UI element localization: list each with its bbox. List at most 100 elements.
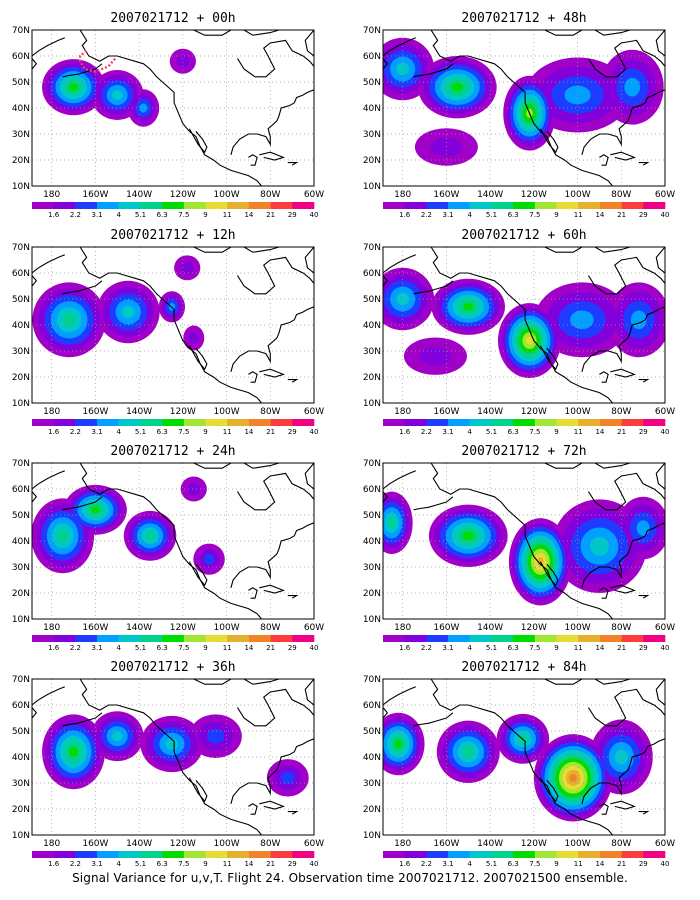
latitude-label: 10N xyxy=(12,399,30,409)
map-frame xyxy=(382,678,666,836)
coastline xyxy=(193,30,232,36)
colorbar-swatch xyxy=(643,635,666,642)
latitude-label: 60N xyxy=(12,52,30,62)
longitude-label: 60W xyxy=(655,190,675,200)
coastline xyxy=(62,280,103,295)
map-frame xyxy=(382,29,666,187)
panel-title: 2007021712 + 48h xyxy=(461,11,586,26)
colorbar-label: 40 xyxy=(310,211,319,219)
colorbar-label: 2.2 xyxy=(421,644,432,652)
colorbar-label: 6.3 xyxy=(157,428,168,436)
latitude-label: 50N xyxy=(363,78,381,88)
colorbar-label: 11 xyxy=(574,428,583,436)
coastline xyxy=(188,345,208,371)
coastline xyxy=(287,162,299,166)
variance-contour xyxy=(165,738,179,750)
colorbar-label: 1.6 xyxy=(399,644,411,652)
coastline xyxy=(248,803,258,815)
colorbar-swatch xyxy=(183,851,206,858)
latitude-label: 30N xyxy=(12,130,30,140)
colorbar-label: 9 xyxy=(203,211,207,219)
colorbar-swatch xyxy=(97,851,120,858)
colorbar-label: 4 xyxy=(117,428,122,436)
coastline xyxy=(610,368,637,378)
longitude-label: 120W xyxy=(521,407,547,417)
coastline xyxy=(32,58,38,70)
colorbar-label: 21 xyxy=(617,860,626,868)
colorbar-swatch xyxy=(643,851,666,858)
longitude-label: 60W xyxy=(655,623,675,633)
colorbar-swatch xyxy=(404,635,427,642)
coastlines xyxy=(383,679,665,835)
colorbar-label: 29 xyxy=(639,644,648,652)
colorbar-label: 21 xyxy=(266,211,275,219)
coastline xyxy=(237,256,314,295)
colorbar-swatch xyxy=(97,635,120,642)
colorbar-label: 5.1 xyxy=(135,428,146,436)
coastline xyxy=(588,688,665,727)
colorbar-label: 40 xyxy=(661,644,670,652)
colorbar-swatch xyxy=(448,202,471,209)
colorbar-swatch xyxy=(578,851,601,858)
coastline xyxy=(588,39,665,78)
variance-contour xyxy=(63,313,76,327)
coastline xyxy=(544,30,583,36)
colorbar: 1.6 2.2 3.1 4 5.1 6.3 7.5 9 11 14 21 29 40 xyxy=(383,202,669,219)
coastline xyxy=(655,247,665,274)
colorbar-swatch xyxy=(534,202,557,209)
longitude-label: 160W xyxy=(82,623,108,633)
latitude-label: 40N xyxy=(12,753,30,763)
latitude-label: 20N xyxy=(363,156,381,166)
latitude-label: 10N xyxy=(363,615,381,625)
colorbar-swatch xyxy=(426,419,449,426)
coastline xyxy=(594,247,631,253)
longitude-label: 180 xyxy=(43,839,60,849)
coastlines xyxy=(383,247,665,403)
colorbar: 1.6 2.2 3.1 4 5.1 6.3 7.5 9 11 14 21 29 40 xyxy=(32,851,318,868)
coastline xyxy=(383,58,389,70)
coastline xyxy=(539,777,559,803)
longitude-label: 120W xyxy=(521,839,547,849)
colorbar-label: 7.5 xyxy=(529,644,540,652)
colorbar-label: 29 xyxy=(288,211,297,219)
latitude-label: 60N xyxy=(363,52,381,62)
variance-contour xyxy=(280,771,295,785)
colorbar-swatch xyxy=(621,202,644,209)
coastline xyxy=(32,491,38,503)
coastline xyxy=(237,472,314,511)
colorbar-swatch xyxy=(53,419,76,426)
longitude-label: 160W xyxy=(433,190,459,200)
colorbar-label: 1.6 xyxy=(399,860,411,868)
colorbar-swatch xyxy=(75,202,98,209)
graticule xyxy=(383,463,665,619)
coastline xyxy=(638,162,650,166)
colorbar-swatch xyxy=(227,202,250,209)
map-frame xyxy=(31,678,315,836)
coastline xyxy=(188,777,208,803)
coastline xyxy=(287,811,299,815)
latitude-label: 50N xyxy=(12,727,30,737)
colorbar-label: 2.2 xyxy=(421,860,432,868)
coastline xyxy=(413,280,454,295)
colorbar-swatch xyxy=(513,851,536,858)
longitude-label: 180 xyxy=(394,623,411,633)
coastline xyxy=(430,247,614,403)
latitude-label: 70N xyxy=(363,459,381,469)
coastline xyxy=(62,496,103,511)
longitude-label: 120W xyxy=(521,623,547,633)
latitude-label: 40N xyxy=(12,321,30,331)
colorbar-label: 11 xyxy=(574,211,583,219)
colorbar-label: 40 xyxy=(661,428,670,436)
colorbar-label: 6.3 xyxy=(157,860,168,868)
colorbar-swatch xyxy=(205,202,228,209)
colorbar-label: 3.1 xyxy=(443,860,454,868)
coastline xyxy=(230,522,314,588)
colorbar-swatch xyxy=(227,419,250,426)
latitude-label: 40N xyxy=(363,321,381,331)
latitude-label: 30N xyxy=(363,779,381,789)
colorbar-label: 7.5 xyxy=(529,860,540,868)
colorbar-swatch xyxy=(162,419,185,426)
colorbar-label: 9 xyxy=(203,428,207,436)
coastline xyxy=(610,584,637,594)
latitude-label: 60N xyxy=(363,485,381,495)
